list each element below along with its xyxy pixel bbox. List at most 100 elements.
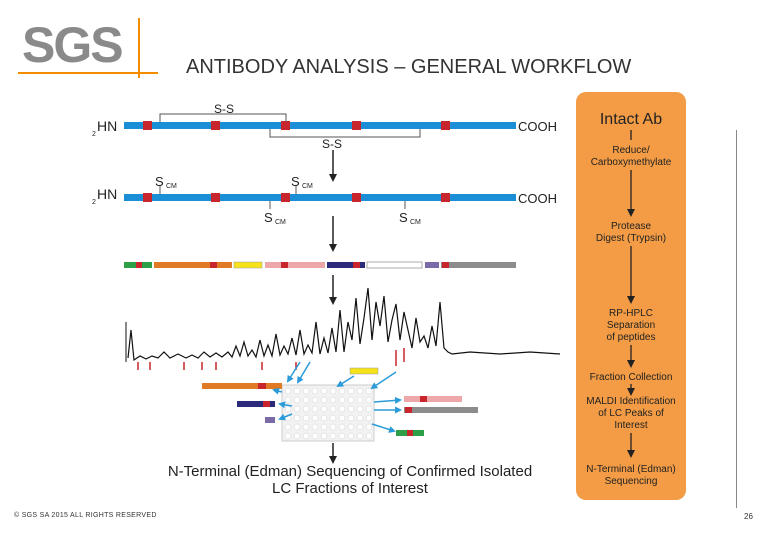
- plate-well: [329, 432, 337, 440]
- antibody-chain-intact: 2 HN COOH S-S S-S: [92, 102, 557, 151]
- plate-well: [284, 432, 292, 440]
- cys-site: [143, 193, 152, 202]
- isolated-fractions: [202, 367, 478, 436]
- plate-well: [284, 423, 292, 431]
- plate-well: [356, 387, 364, 395]
- plate-well: [356, 423, 364, 431]
- plate-well: [320, 387, 328, 395]
- scm-sub: CM: [410, 219, 421, 226]
- scm-sub: CM: [302, 183, 313, 190]
- cys-site: [441, 193, 450, 202]
- chain-bar: [124, 194, 516, 201]
- step-reduce-line-2: Carboxymethylate: [591, 157, 672, 168]
- plate-well: [347, 432, 355, 440]
- plate-well: [293, 423, 301, 431]
- step-edman-line-2: Sequencing: [605, 476, 658, 487]
- step-edman-line-1: N-Terminal (Edman): [586, 464, 675, 475]
- plate-well: [302, 387, 310, 395]
- plate-well: [338, 396, 346, 404]
- cys-site: [352, 121, 361, 130]
- cys-site: [281, 121, 290, 130]
- right-divider: [736, 130, 737, 508]
- sgs-logo-text: SGS: [22, 17, 124, 73]
- disulfide-bond-top: [159, 113, 287, 122]
- plate-well: [338, 405, 346, 413]
- c-terminus-label: COOH: [518, 119, 557, 134]
- bottom-caption-line-2: LC Fractions of Interest: [272, 480, 429, 497]
- plate-well: [311, 387, 319, 395]
- plate-well: [311, 432, 319, 440]
- scm-sub: CM: [166, 183, 177, 190]
- plate-well: [284, 396, 292, 404]
- plate-well: [347, 396, 355, 404]
- plate-well: [329, 396, 337, 404]
- step-fraction-collection: Fraction Collection: [590, 372, 673, 383]
- scm-label: S: [155, 174, 164, 189]
- page-title: ANTIBODY ANALYSIS – GENERAL WORKFLOW: [186, 56, 632, 78]
- plate-well: [320, 396, 328, 404]
- plate-well: [356, 405, 364, 413]
- plate-well: [302, 396, 310, 404]
- plate-well: [329, 405, 337, 413]
- plate-well: [338, 423, 346, 431]
- disulfide-label-bottom: S-S: [322, 137, 342, 151]
- cys-site: [281, 193, 290, 202]
- step-digest-line-1: Protease: [611, 221, 651, 232]
- plate-well: [356, 432, 364, 440]
- step-hplc-line-2: Separation: [607, 320, 655, 331]
- page-number: 26: [744, 512, 753, 521]
- cys-site: [143, 121, 152, 130]
- plate-well: [320, 423, 328, 431]
- antibody-chain-reduced: 2 HN COOH S CM S CM S CM S CM: [92, 174, 557, 226]
- plate-well: [302, 432, 310, 440]
- plate-well: [311, 405, 319, 413]
- bottom-caption-line-1: N-Terminal (Edman) Sequencing of Confirm…: [168, 463, 532, 480]
- plate-well: [338, 432, 346, 440]
- plate-well: [329, 387, 337, 395]
- fraction-collection-plate: [281, 384, 375, 442]
- n-terminus-label: HN: [97, 118, 117, 134]
- plate-well: [293, 396, 301, 404]
- cys-site: [352, 193, 361, 202]
- plate-well: [356, 396, 364, 404]
- plate-well: [293, 405, 301, 413]
- hplc-chromatogram: [125, 287, 561, 370]
- step-hplc-line-1: RP-HPLC: [609, 308, 653, 319]
- plate-well: [347, 405, 355, 413]
- step-digest-line-2: Digest (Trypsin): [596, 233, 666, 244]
- plate-well: [320, 405, 328, 413]
- step-maldi-line-3: Interest: [614, 420, 648, 431]
- plate-well: [293, 387, 301, 395]
- plate-well: [347, 387, 355, 395]
- plate-well: [311, 414, 319, 422]
- plate-well: [293, 432, 301, 440]
- plate-well: [284, 405, 292, 413]
- plate-well: [293, 414, 301, 422]
- plate-well: [311, 396, 319, 404]
- plate-well: [356, 414, 364, 422]
- logo-horizontal-rule: [18, 72, 158, 74]
- plate-well: [347, 414, 355, 422]
- plate-well: [365, 423, 373, 431]
- plate-well: [320, 432, 328, 440]
- n-terminus-label: HN: [97, 186, 117, 202]
- step-hplc-line-3: of peptides: [607, 332, 656, 343]
- plate-well: [338, 387, 346, 395]
- plate-well: [284, 387, 292, 395]
- disulfide-label-top: S-S: [214, 102, 234, 116]
- cys-site: [211, 121, 220, 130]
- copyright-footer: © SGS SA 2015 ALL RIGHTS RESERVED: [14, 512, 157, 519]
- plate-well: [302, 414, 310, 422]
- plate-well: [338, 414, 346, 422]
- plate-well: [311, 423, 319, 431]
- plate-well: [365, 414, 373, 422]
- disulfide-bond-bottom: [269, 129, 421, 138]
- plate-well: [365, 396, 373, 404]
- n-terminus-subscript: 2: [92, 131, 96, 138]
- n-terminus-subscript: 2: [92, 199, 96, 206]
- plate-well: [320, 414, 328, 422]
- plate-well: [329, 414, 337, 422]
- chain-bar: [124, 122, 516, 129]
- cys-site: [441, 121, 450, 130]
